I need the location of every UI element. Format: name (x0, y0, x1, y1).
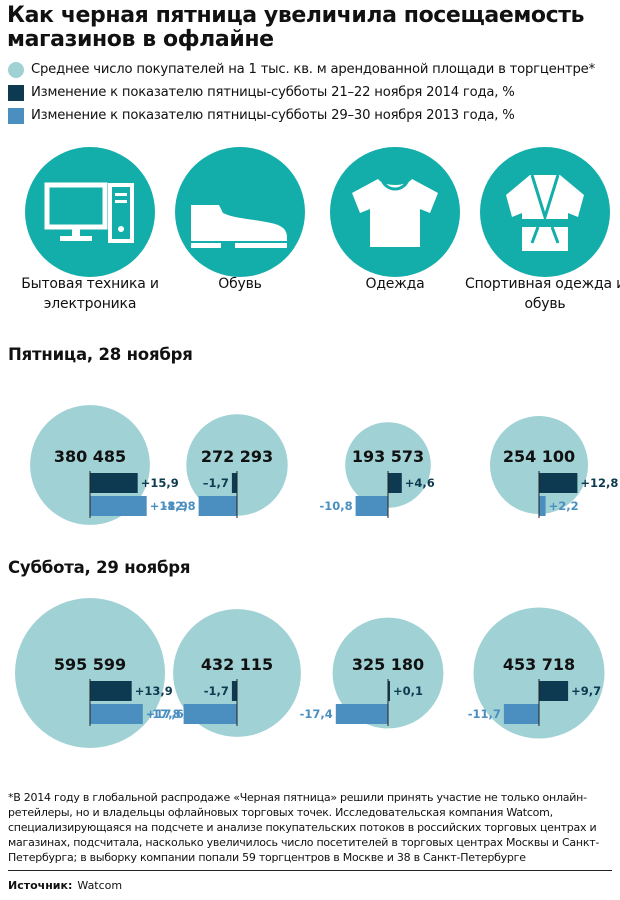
change-2013-bar (355, 496, 388, 516)
change-2014-label: -1,7 (204, 684, 229, 698)
visitors-label: 453 718 (503, 655, 575, 674)
change-2013-label: +17,6 (146, 707, 184, 721)
category-label-shoes: Обувь (218, 276, 262, 292)
change-2013-label: +18,9 (150, 499, 188, 513)
change-2014-label: –1,7 (203, 476, 229, 490)
visitors-bubble (186, 414, 288, 516)
source-label: Источник: (8, 879, 73, 892)
visitors-label: 380 485 (54, 447, 126, 466)
change-2013-bar (90, 704, 143, 724)
bubble-chart: 380 485 +15,9 +18,9 272 293 –1,7 -12,8 193 573… (15, 405, 618, 748)
category-label-sportswear: Спортивная одежда и обувь (465, 276, 620, 312)
change-2014-label: +15,9 (141, 476, 179, 490)
source: Источник: Watcom (8, 879, 122, 892)
change-2014-label: +9,7 (571, 684, 601, 698)
panel-title-friday: Пятница, 28 ноября (8, 345, 193, 364)
change-2013-bar (198, 496, 237, 516)
legend: Среднее число покупателей на 1 тыс. кв. … (8, 58, 618, 127)
change-2013-label: -11,7 (468, 707, 501, 721)
legend-label-change-2014: Изменение к показателю пятницы-субботы 2… (31, 85, 515, 100)
change-2014-label: +13,9 (135, 684, 173, 698)
change-2013-label: -12,8 (162, 499, 195, 513)
kimono-icon (480, 147, 610, 277)
change-2014-bar (388, 681, 390, 701)
divider (8, 870, 612, 871)
change-2014-label: +12,8 (580, 476, 618, 490)
legend-swatch-change-2013 (8, 107, 24, 124)
visitors-label: 193 573 (352, 447, 424, 466)
change-2013-label: -17,8 (147, 707, 180, 721)
change-2014-bar (539, 681, 569, 701)
visitors-label: 254 100 (503, 447, 575, 466)
footnote: *В 2014 году в глобальной распродаже «Че… (8, 791, 600, 864)
change-2014-bar (388, 473, 402, 493)
change-2013-bar (183, 704, 237, 724)
change-2013-bar (90, 496, 147, 516)
change-2014-label: +4,6 (405, 476, 435, 490)
visitors-bubble (345, 422, 431, 508)
legend-item-change-2014: Изменение к показателю пятницы-субботы 2… (8, 81, 618, 104)
change-2013-label: +2,2 (549, 499, 579, 513)
category-label-electronics: Бытовая техника и электроника (21, 276, 159, 312)
change-2014-bar (539, 473, 578, 493)
change-2014-bar (231, 473, 237, 493)
change-2013-bar (503, 704, 539, 724)
visitors-label: 272 293 (201, 447, 273, 466)
change-2014-label: +0,1 (393, 684, 423, 698)
change-2014-bar (90, 681, 132, 701)
change-2014-bar (231, 681, 237, 701)
computer-icon (25, 147, 155, 277)
visitors-bubble (332, 617, 444, 729)
visitors-label: 432 115 (201, 655, 273, 674)
legend-label-change-2013: Изменение к показателю пятницы-субботы 2… (31, 108, 515, 123)
legend-item-change-2013: Изменение к показателю пятницы-субботы 2… (8, 104, 618, 127)
page-title: Как черная пятница увеличила посещаемост… (7, 3, 585, 52)
legend-item-visitors: Среднее число покупателей на 1 тыс. кв. … (8, 58, 618, 81)
change-2014-bar (90, 473, 138, 493)
visitors-label: 595 599 (54, 655, 126, 674)
change-2013-label: -17,4 (300, 707, 333, 721)
panel-title-saturday: Суббота, 29 ноября (8, 558, 191, 577)
visitors-bubble (30, 405, 150, 525)
change-2013-label: -10,8 (319, 499, 352, 513)
legend-label-visitors: Среднее число покупателей на 1 тыс. кв. … (31, 62, 595, 77)
tshirt-icon (330, 147, 460, 277)
category-label-clothes: Одежда (365, 276, 425, 292)
source-value: Watcom (77, 879, 123, 892)
legend-swatch-change-2014 (8, 84, 24, 101)
shoe-icon (175, 147, 305, 277)
visitors-label: 325 180 (352, 655, 424, 674)
legend-swatch-visitors (8, 61, 24, 78)
change-2013-bar (335, 704, 388, 724)
change-2013-bar (539, 496, 546, 516)
